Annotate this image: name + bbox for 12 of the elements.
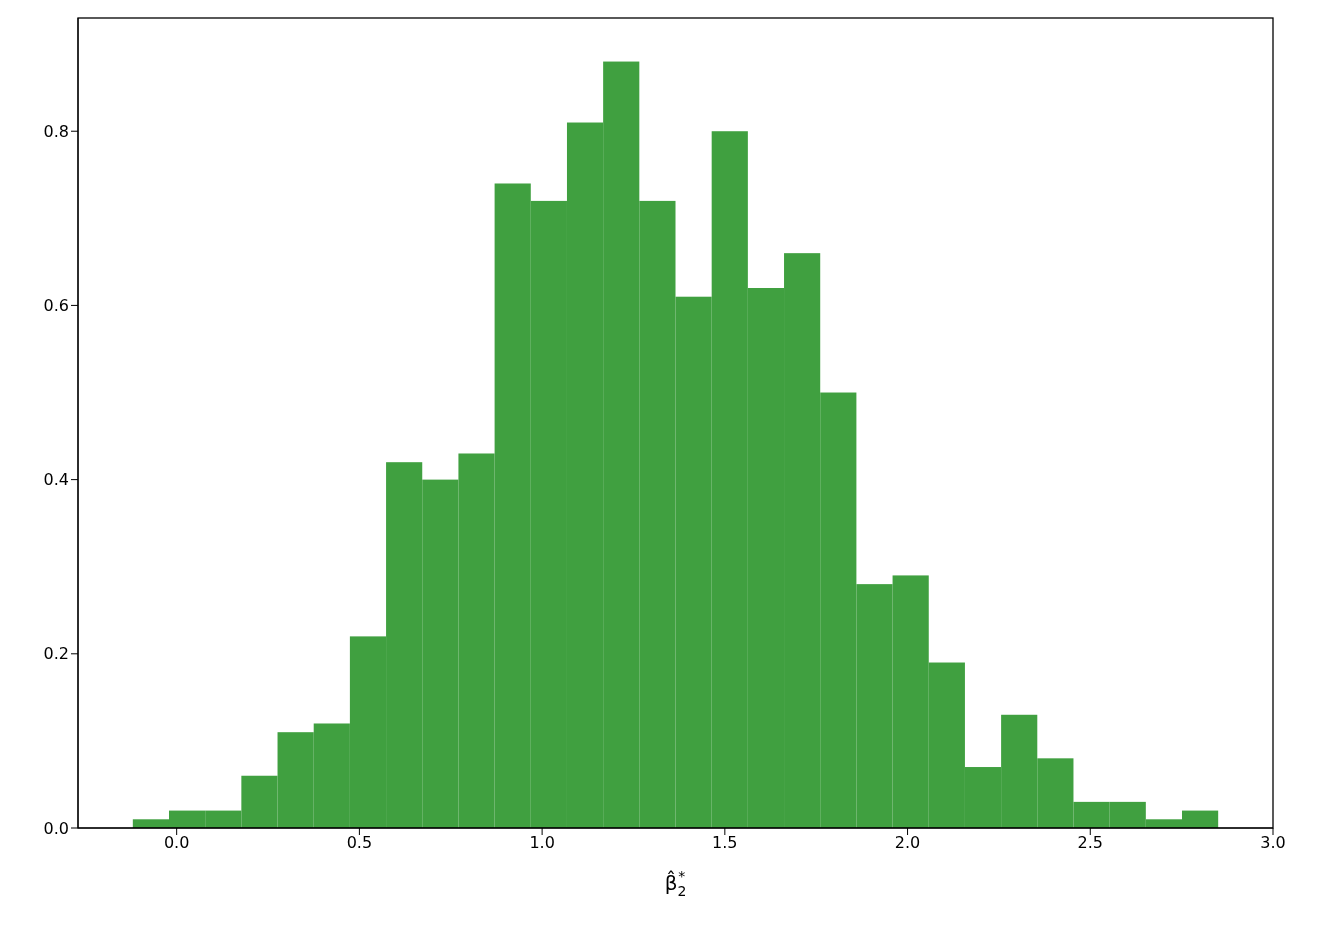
y-tick-label: 0.8	[43, 121, 69, 141]
y-tick-label: 0.6	[43, 296, 69, 316]
y-tick-label: 0.4	[43, 470, 69, 490]
x-tick-label: 1.5	[712, 833, 738, 853]
y-tick-label: 0.2	[43, 644, 69, 664]
x-tick-label: 0.0	[163, 833, 190, 853]
x-tick-label: 3.0	[1260, 833, 1286, 853]
x-tick-label: 2.0	[894, 833, 921, 853]
x-tick-label: 2.5	[1077, 833, 1103, 853]
x-tick-label: 0.5	[346, 833, 373, 853]
x-tick-label: 1.0	[529, 833, 555, 853]
y-tick-label: 0.0	[43, 818, 69, 838]
